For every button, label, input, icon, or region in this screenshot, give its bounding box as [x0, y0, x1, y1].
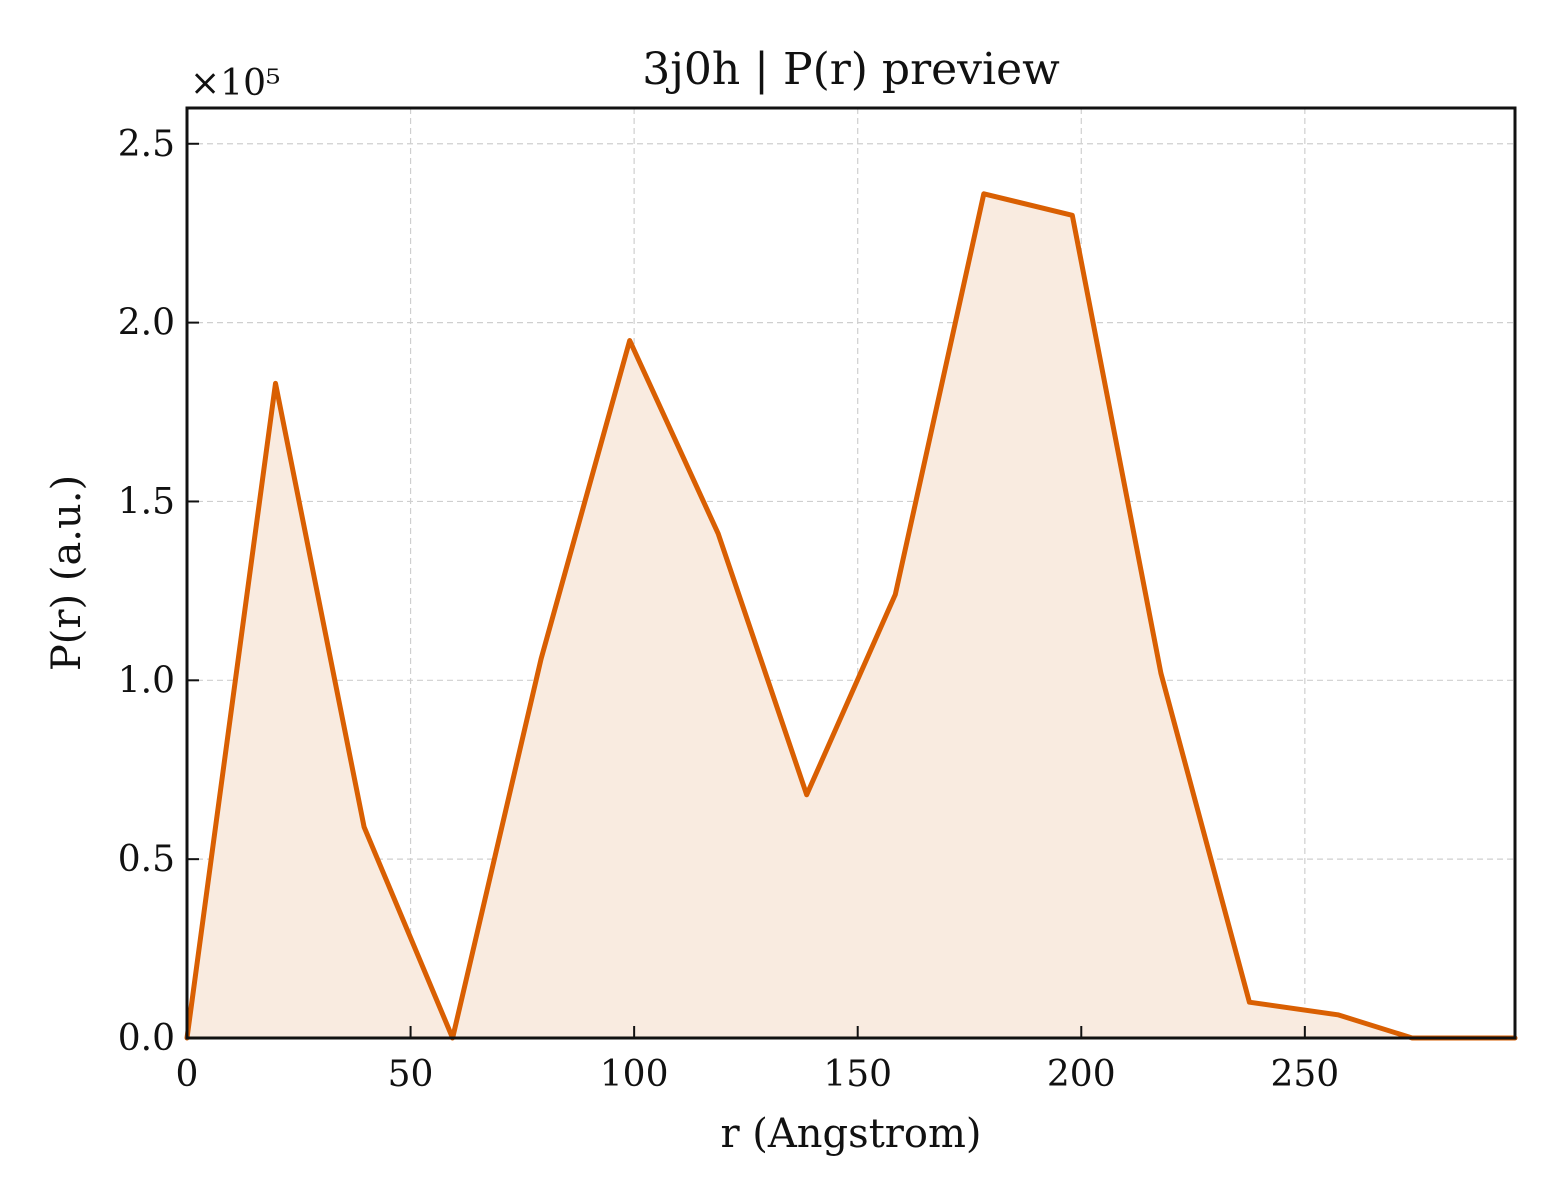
- ticks: 0 50 100 150 200 250 0.0 0.5 1.0 1.5 2.0 2.5: [118, 124, 1339, 1095]
- chart-title: 3j0h | P(r) preview: [642, 44, 1060, 95]
- y-tick-label: 1.5: [118, 481, 175, 522]
- plot-frame: [185, 106, 1517, 1040]
- x-tick-label: 0: [176, 1054, 199, 1095]
- x-tick-label: 250: [1270, 1054, 1339, 1095]
- y-tick-label: 2.5: [118, 124, 175, 165]
- y-tick-label: 1.0: [118, 660, 175, 701]
- y-tick-label: 0.0: [118, 1018, 175, 1059]
- y-tick-label: 0.5: [118, 839, 175, 880]
- y-axis-label: P(r) (a.u.): [44, 475, 90, 671]
- x-tick-label: 50: [388, 1054, 434, 1095]
- x-tick-label: 200: [1047, 1054, 1116, 1095]
- y-multiplier-label: ×10⁵: [190, 63, 280, 104]
- x-axis-label: r (Angstrom): [720, 1111, 981, 1157]
- x-tick-label: 100: [600, 1054, 669, 1095]
- pr-series-line: [184, 191, 1518, 1041]
- x-tick-label: 150: [823, 1054, 892, 1095]
- y-tick-label: 2.0: [118, 303, 175, 344]
- pr-area-fill: [187, 193, 1515, 1039]
